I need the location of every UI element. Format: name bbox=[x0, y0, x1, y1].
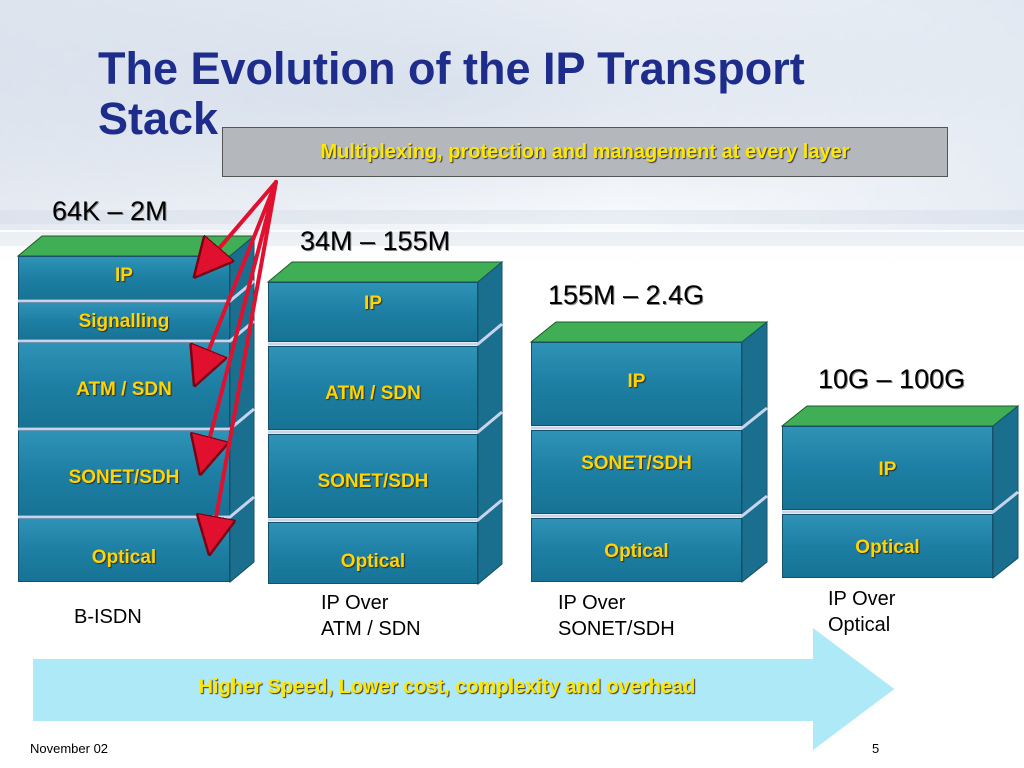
caption-line: IP Over bbox=[828, 588, 896, 610]
layer-optical: Optical bbox=[268, 522, 478, 584]
arrow-text: Higher Speed, Lower cost, complexity and… bbox=[198, 676, 696, 698]
layer-label: ATM / SDN bbox=[325, 383, 421, 404]
layer-label: ATM / SDN bbox=[76, 379, 172, 400]
caption-ip-over-atm: IP Over ATM / SDN bbox=[321, 590, 421, 642]
speed-label-1: 64K – 2M bbox=[52, 196, 168, 226]
layer-sonet-sdh: SONET/SDH bbox=[268, 434, 478, 518]
layer-label: Optical bbox=[604, 541, 669, 562]
layer-label: IP bbox=[627, 371, 646, 392]
stack-ip-over-atm: IP ATM / SDN SONET/SDH Optical bbox=[268, 282, 478, 584]
caption-line: B-ISDN bbox=[74, 606, 142, 628]
layer-atm-sdn: ATM / SDN bbox=[268, 346, 478, 430]
layer-label: Signalling bbox=[78, 311, 170, 332]
layer-label: Optical bbox=[91, 547, 157, 568]
layer-label: IP bbox=[115, 265, 133, 286]
caption-line: IP Over bbox=[321, 592, 389, 614]
layer-label: SONET/SDH bbox=[317, 471, 429, 492]
stack-ip-over-optical: IP Optical bbox=[782, 426, 993, 578]
caption-line: Optical bbox=[828, 614, 891, 636]
caption-ip-over-optical: IP Over Optical bbox=[828, 586, 895, 638]
caption-line: IP Over bbox=[558, 592, 626, 614]
speed-label-3: 155M – 2.4G bbox=[548, 280, 705, 310]
layer-sonet-sdh: SONET/SDH bbox=[531, 430, 742, 514]
caption-ip-over-sonet: IP Over SONET/SDH bbox=[558, 590, 675, 642]
layer-label: IP bbox=[878, 459, 897, 480]
layer-optical: Optical bbox=[782, 514, 993, 578]
multiplexing-banner: Multiplexing, protection and management … bbox=[222, 127, 948, 177]
layer-ip: IP bbox=[531, 342, 742, 426]
layer-label: IP bbox=[364, 293, 382, 314]
caption-b-isdn: B-ISDN bbox=[74, 604, 142, 630]
speed-label-4: 10G – 100G bbox=[818, 364, 966, 394]
slide-title: The Evolution of the IP Transport Stack bbox=[98, 43, 805, 144]
stack-ip-over-sonet: IP SONET/SDH Optical bbox=[531, 342, 742, 582]
caption-line: SONET/SDH bbox=[558, 618, 675, 640]
layer-ip: IP bbox=[782, 426, 993, 510]
page-number: 5 bbox=[872, 741, 880, 756]
banner-text: Multiplexing, protection and management … bbox=[320, 140, 850, 163]
layer-optical: Optical bbox=[18, 518, 230, 582]
layer-label: Optical bbox=[340, 551, 406, 572]
speed-label-2: 34M – 155M bbox=[300, 226, 451, 256]
caption-line: ATM / SDN bbox=[321, 618, 421, 640]
layer-optical: Optical bbox=[531, 518, 742, 582]
background-band bbox=[0, 0, 1024, 230]
footer-date: November 02 bbox=[30, 741, 109, 756]
layer-label: SONET/SDH bbox=[68, 467, 180, 488]
layer-ip: IP bbox=[268, 282, 478, 342]
layer-label: Optical bbox=[855, 537, 920, 558]
layer-label: SONET/SDH bbox=[581, 453, 692, 474]
background-strip bbox=[0, 210, 1024, 224]
